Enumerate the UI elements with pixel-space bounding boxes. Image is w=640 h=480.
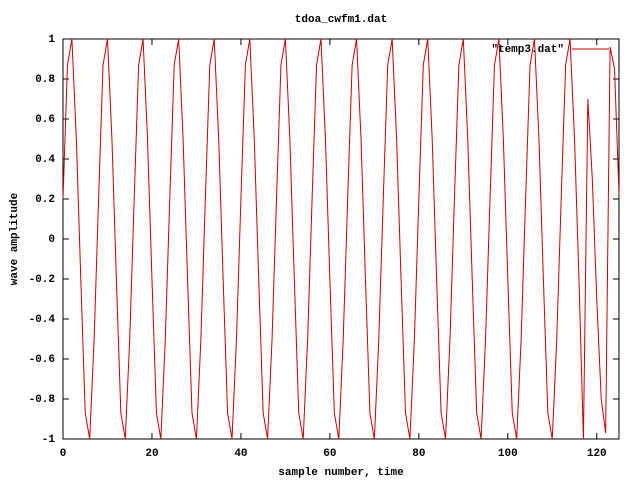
y-tick-label: 0.6: [35, 114, 55, 126]
y-tick-label: 0.2: [35, 194, 55, 206]
y-axis-label: wave amplitude: [9, 192, 21, 285]
x-tick-label: 80: [412, 448, 425, 460]
x-tick-label: 100: [498, 448, 518, 460]
y-tick-label: -0.6: [29, 354, 55, 366]
y-tick-label: -0.4: [29, 314, 56, 326]
x-tick-label: 20: [145, 448, 158, 460]
y-tick-label: -1: [42, 434, 56, 446]
y-tick-label: 0.8: [35, 74, 55, 86]
y-tick-label: 1: [48, 34, 55, 46]
x-tick-label: 0: [60, 448, 67, 460]
x-axis-label: sample number, time: [278, 467, 404, 479]
y-tick-label: 0.4: [35, 154, 55, 166]
y-tick-label: 0: [48, 234, 55, 246]
y-tick-label: -0.2: [29, 274, 55, 286]
chart-title: tdoa_cwfm1.dat: [295, 14, 387, 26]
y-tick-label: -0.8: [29, 394, 56, 406]
x-tick-label: 120: [587, 448, 607, 460]
x-tick-label: 40: [234, 448, 247, 460]
x-tick-label: 60: [323, 448, 336, 460]
line-series: [62, 38, 620, 440]
legend-label: "temp3.dat": [491, 44, 564, 56]
